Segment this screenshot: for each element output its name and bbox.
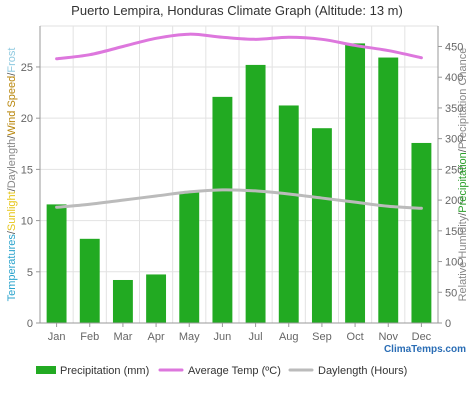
x-tick-label: Jul [249,331,263,343]
average-temp-line [55,32,423,61]
legend-swatch-precipitation [36,366,56,374]
right-tick-label: 400 [445,72,463,84]
precipitation-bar-jun [212,96,233,324]
x-tick-label: Apr [148,331,165,343]
x-tick-label: Nov [378,331,398,343]
right-tick-label: 200 [445,195,463,207]
left-tick-label: 25 [21,62,33,74]
axis-label-part: Frost [6,48,18,73]
right-tick-label: 150 [445,226,463,238]
axis-label-part: Relative Humidity [457,215,469,301]
left-tick-label: 0 [27,318,33,330]
x-tick-label: Aug [279,331,299,343]
precipitation-bar-feb [79,238,100,323]
axis-label-part: Daylength [6,139,18,189]
brand-label[interactable]: ClimaTemps.com [384,344,466,355]
x-axis-ticks: Jan Feb Mar Apr May Jun Jul Aug Sep Oct Nov Dec [48,323,432,343]
right-tick-label: 50 [445,287,457,299]
x-tick-label: Oct [347,331,364,343]
x-tick-label: Jun [214,331,232,343]
axis-label-part: Precipitation Chance [457,48,469,150]
axis-label-part: Wind Speed [6,76,18,136]
right-tick-label: 300 [445,134,463,146]
axis-label-part: Sunlight [6,191,18,231]
axis-label-part: Precipitation [457,152,469,213]
precipitation-bars [46,43,432,324]
right-axis-label: Relative Humidity/Precipitation/Precipit… [457,48,469,302]
precipitation-bar-jan [46,204,67,323]
legend: Precipitation (mm) Average Temp (ºC) Dayle… [36,365,407,377]
left-tick-label: 10 [21,216,33,228]
daylength-line [55,188,423,210]
axis-label-part: / [457,212,469,216]
line-series [55,32,423,210]
right-tick-label: 100 [445,257,463,269]
left-axis-label: Temperatures/Sunlight/Daylength/Wind Spe… [6,48,18,302]
right-tick-label: 350 [445,103,463,115]
precipitation-bar-aug [278,105,299,323]
x-tick-label: Feb [80,331,99,343]
legend-label: Average Temp (ºC) [188,365,281,377]
chart-title: Puerto Lempira, Honduras Climate Graph (… [71,3,403,18]
axis-label-part: Temperatures [6,234,18,302]
precipitation-bar-jul [245,64,266,323]
precipitation-bar-nov [378,57,399,323]
left-tick-label: 5 [27,267,33,279]
axis-label-part: / [6,230,18,234]
left-axis-ticks: 0 5 10 15 20 25 [21,62,40,330]
axis-label-part: / [6,187,18,191]
axis-label-part: / [6,72,18,76]
axis-label-part: / [6,135,18,139]
right-axis-ticks: 0 50 100 150 200 250 300 350 400 450 [438,41,463,330]
axes [39,26,439,324]
right-tick-label: 0 [445,318,451,330]
x-tick-label: May [179,331,200,343]
right-tick-label: 250 [445,164,463,176]
x-tick-label: Jan [48,331,66,343]
precipitation-bar-mar [112,279,133,323]
left-tick-label: 20 [21,113,33,125]
legend-label: Precipitation (mm) [60,365,149,377]
precipitation-bar-apr [146,274,167,323]
legend-label: Daylength (Hours) [318,365,407,377]
precipitation-bar-may [179,192,200,323]
x-tick-label: Sep [312,331,332,343]
precipitation-bar-sep [311,128,332,323]
left-tick-label: 15 [21,164,33,176]
x-tick-label: Dec [412,331,432,343]
x-tick-label: Mar [113,331,132,343]
right-tick-label: 450 [445,41,463,53]
axis-label-part: / [457,148,469,152]
precipitation-bar-oct [345,43,366,323]
precipitation-bar-dec [411,142,432,323]
